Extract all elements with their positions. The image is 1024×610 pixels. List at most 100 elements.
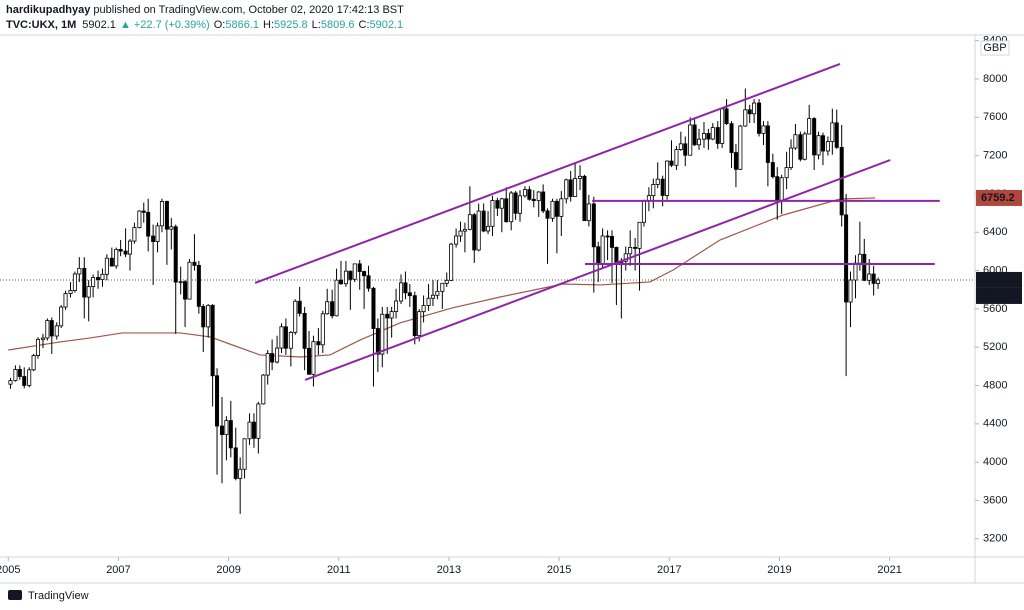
last-price-box	[976, 271, 1022, 288]
x-tick-label: 2019	[767, 564, 791, 576]
candle-body	[812, 118, 817, 156]
candle-body	[729, 123, 734, 153]
candle-body	[651, 184, 656, 197]
candle-body	[330, 301, 335, 317]
candle-body	[352, 263, 357, 280]
candle-body	[348, 270, 353, 280]
candle-body	[35, 338, 41, 356]
candle-body	[582, 175, 587, 222]
candle-body	[407, 292, 412, 297]
candle-body	[844, 214, 849, 303]
x-tick-label: 2007	[106, 564, 130, 576]
candle-body	[499, 198, 504, 209]
candle-body	[816, 135, 821, 156]
candle-body	[146, 211, 151, 237]
candle-body	[641, 200, 646, 223]
candle-body	[27, 369, 32, 386]
candle-body	[394, 300, 399, 312]
candle-body	[114, 248, 119, 267]
candle-body	[527, 189, 532, 200]
y-tick-label: 4400	[983, 418, 1007, 430]
candle-body	[100, 273, 105, 280]
candle-body	[834, 122, 839, 148]
candle-body	[724, 108, 729, 125]
candle-body	[784, 167, 789, 179]
candle-body	[683, 143, 688, 156]
y-tick-label: 4800	[983, 379, 1007, 391]
candle-body	[871, 273, 876, 284]
candle-body	[275, 347, 280, 363]
symbol: TVC:UKX, 1M	[6, 19, 76, 31]
candle-body	[678, 143, 683, 150]
h-val: 5925.8	[274, 19, 308, 31]
candle-body	[495, 200, 500, 209]
candle-body	[233, 447, 238, 479]
candle-body	[765, 125, 770, 163]
ma-price-box	[976, 189, 1022, 206]
currency: GBP	[983, 42, 1006, 54]
candle-body	[72, 273, 77, 291]
candle-body	[476, 210, 481, 251]
candle-body	[77, 267, 82, 275]
candle-body	[550, 200, 555, 219]
candle-body	[238, 468, 243, 479]
candle-body	[403, 282, 408, 294]
y-tick-label: 3200	[983, 533, 1007, 545]
candle-body	[559, 198, 564, 217]
candle-body	[270, 353, 275, 363]
candle-body	[320, 313, 325, 346]
candle-body	[132, 227, 137, 242]
candle-body	[357, 263, 362, 272]
change: ▲ +22.7 (+0.39%)	[120, 19, 210, 31]
candle-body	[798, 134, 803, 160]
x-tick-label: 2013	[437, 564, 461, 576]
countdown-box	[976, 287, 1022, 304]
candle-body	[366, 275, 371, 289]
candle-body	[802, 133, 807, 160]
candle-body	[210, 304, 215, 377]
c-val: 5902.1	[370, 19, 404, 31]
candle-body	[733, 152, 738, 170]
candle-body	[297, 300, 302, 314]
candle-body	[674, 149, 679, 166]
candle-body	[385, 313, 390, 319]
y-tick-label: 8000	[983, 73, 1007, 85]
candle-body	[91, 277, 96, 287]
y-tick-label: 7200	[983, 150, 1007, 162]
candle-body	[159, 201, 164, 227]
candle-body	[435, 290, 440, 296]
candle-body	[513, 192, 518, 214]
candle-body	[637, 221, 642, 249]
candle-body	[283, 326, 288, 349]
moving-average	[8, 197, 876, 358]
candle-body	[715, 127, 720, 144]
candle-body	[633, 246, 638, 249]
candle-body	[541, 191, 546, 212]
candle-body	[256, 403, 261, 439]
candle-body	[279, 326, 284, 349]
candle-body	[8, 380, 13, 385]
candle-body	[201, 305, 206, 328]
y-tick-label: 5600	[983, 303, 1007, 315]
candle-body	[779, 177, 784, 202]
candle-body	[86, 286, 91, 298]
published: published on TradingView.com, October 02…	[90, 4, 404, 16]
x-tick-label: 2009	[216, 564, 240, 576]
candle-body	[242, 438, 247, 470]
o-val: 5866.1	[225, 19, 259, 31]
candle-body	[669, 160, 674, 166]
candle-body	[467, 214, 472, 230]
x-tick-label: 2021	[877, 564, 901, 576]
candle-body	[688, 124, 693, 156]
y-tick-label: 4000	[983, 456, 1007, 468]
candle-body	[509, 192, 514, 223]
candle-body	[325, 301, 330, 315]
candle-body	[444, 279, 449, 284]
candle-body	[665, 160, 670, 196]
y-tick-label: 7600	[983, 111, 1007, 123]
candle-body	[17, 369, 22, 377]
candle-body	[853, 262, 858, 281]
candle-body	[169, 226, 174, 230]
candle-body	[316, 341, 321, 346]
